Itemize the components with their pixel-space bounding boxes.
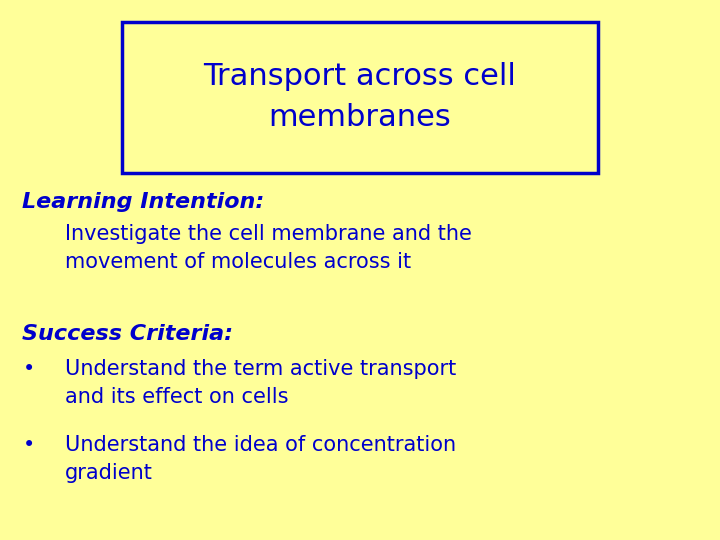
Text: Understand the term active transport
and its effect on cells: Understand the term active transport and… (65, 359, 456, 407)
Text: •: • (22, 435, 35, 455)
Text: Understand the idea of concentration
gradient: Understand the idea of concentration gra… (65, 435, 456, 483)
Text: •: • (22, 359, 35, 379)
Text: Investigate the cell membrane and the
movement of molecules across it: Investigate the cell membrane and the mo… (65, 224, 472, 272)
FancyBboxPatch shape (122, 22, 598, 173)
Text: Transport across cell
membranes: Transport across cell membranes (204, 63, 516, 132)
Text: Learning Intention:: Learning Intention: (22, 192, 264, 212)
Text: Success Criteria:: Success Criteria: (22, 324, 233, 344)
